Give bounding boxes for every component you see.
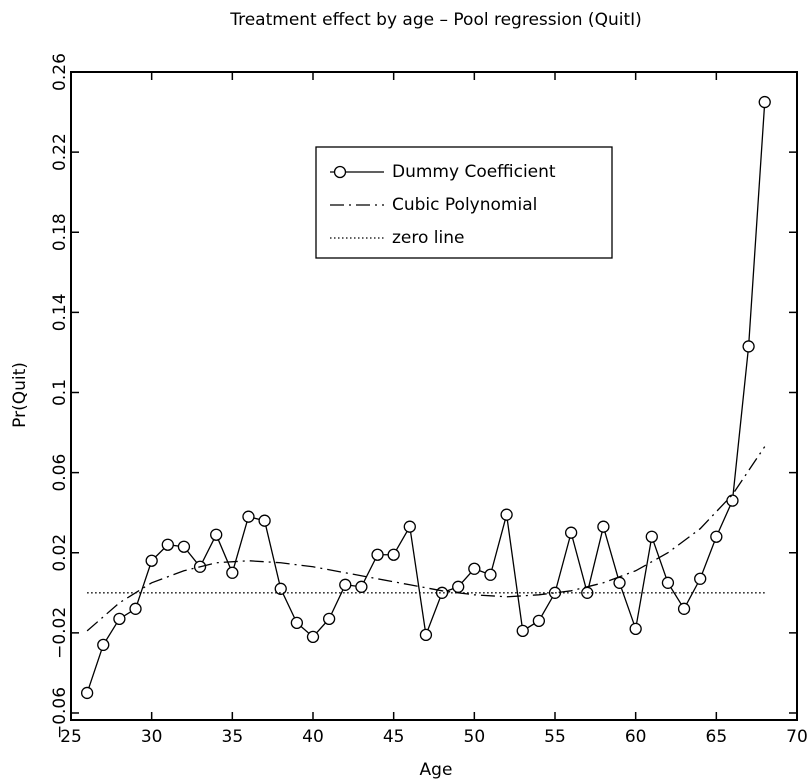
- legend-label: Dummy Coefficient: [392, 162, 556, 182]
- data-point: [403, 520, 416, 533]
- x-tick-label: 70: [786, 727, 808, 747]
- y-tick-label: 0.22: [50, 133, 70, 171]
- data-point: [177, 540, 191, 553]
- y-tick-label: 0.14: [50, 293, 70, 331]
- legend-marker: [333, 165, 347, 179]
- data-point: [306, 630, 320, 644]
- legend-box: [315, 146, 613, 259]
- x-tick-label: 50: [464, 727, 486, 747]
- data-point: [484, 568, 497, 581]
- x-tick-label: 25: [60, 727, 82, 747]
- data-point: [500, 508, 513, 521]
- data-point: [726, 494, 739, 507]
- data-point: [452, 580, 465, 593]
- y-tick-label: 0.26: [50, 53, 70, 91]
- data-point: [274, 582, 287, 595]
- data-point: [597, 520, 610, 533]
- legend-label: zero line: [392, 228, 464, 248]
- y-axis-label: Pr(Quit): [10, 362, 30, 428]
- x-axis-label: Age: [420, 760, 453, 780]
- data-point: [322, 612, 336, 625]
- data-point: [758, 95, 771, 109]
- data-point: [113, 612, 126, 625]
- data-point: [355, 580, 368, 593]
- data-point: [161, 538, 174, 551]
- data-point: [145, 554, 158, 567]
- y-tick-label: 0.06: [50, 454, 70, 492]
- x-tick-label: 30: [141, 727, 163, 747]
- data-point: [564, 526, 578, 539]
- data-point: [371, 548, 384, 561]
- data-point: [419, 628, 433, 642]
- data-point: [258, 514, 271, 527]
- y-tick-label: 0.02: [50, 534, 70, 572]
- data-point: [129, 602, 142, 615]
- x-tick-label: 55: [544, 727, 566, 747]
- x-tick-label: 45: [383, 727, 405, 747]
- x-tick-label: 40: [302, 727, 324, 747]
- data-point: [210, 528, 223, 541]
- data-point: [468, 562, 481, 575]
- data-point: [516, 624, 529, 638]
- series-line: [86, 446, 766, 632]
- data-point: [661, 576, 675, 589]
- data-point: [226, 566, 239, 579]
- data-point: [339, 578, 352, 591]
- y-tick-label: 0.18: [50, 213, 70, 251]
- data-point: [645, 530, 658, 543]
- data-point: [532, 614, 546, 627]
- x-tick-label: 65: [706, 727, 728, 747]
- data-point: [710, 530, 723, 543]
- legend-label: Cubic Polynomial: [392, 195, 537, 215]
- x-tick-label: 60: [625, 727, 647, 747]
- data-point: [97, 638, 110, 652]
- data-point: [742, 340, 755, 353]
- data-point: [613, 576, 626, 589]
- data-point: [435, 586, 449, 599]
- data-point: [387, 548, 400, 561]
- data-point: [242, 510, 255, 523]
- y-tick-label: −0.06: [50, 687, 70, 739]
- data-point: [694, 572, 707, 585]
- y-tick-label: 0.1: [50, 379, 70, 406]
- chart-title: Treatment effect by age – Pool regressio…: [229, 10, 642, 30]
- x-tick-label: 35: [222, 727, 244, 747]
- y-tick-label: −0.02: [50, 607, 70, 659]
- data-point: [629, 622, 642, 636]
- plot-frame: [70, 71, 798, 721]
- data-point: [290, 616, 304, 630]
- data-point: [80, 686, 94, 700]
- data-point: [677, 602, 691, 615]
